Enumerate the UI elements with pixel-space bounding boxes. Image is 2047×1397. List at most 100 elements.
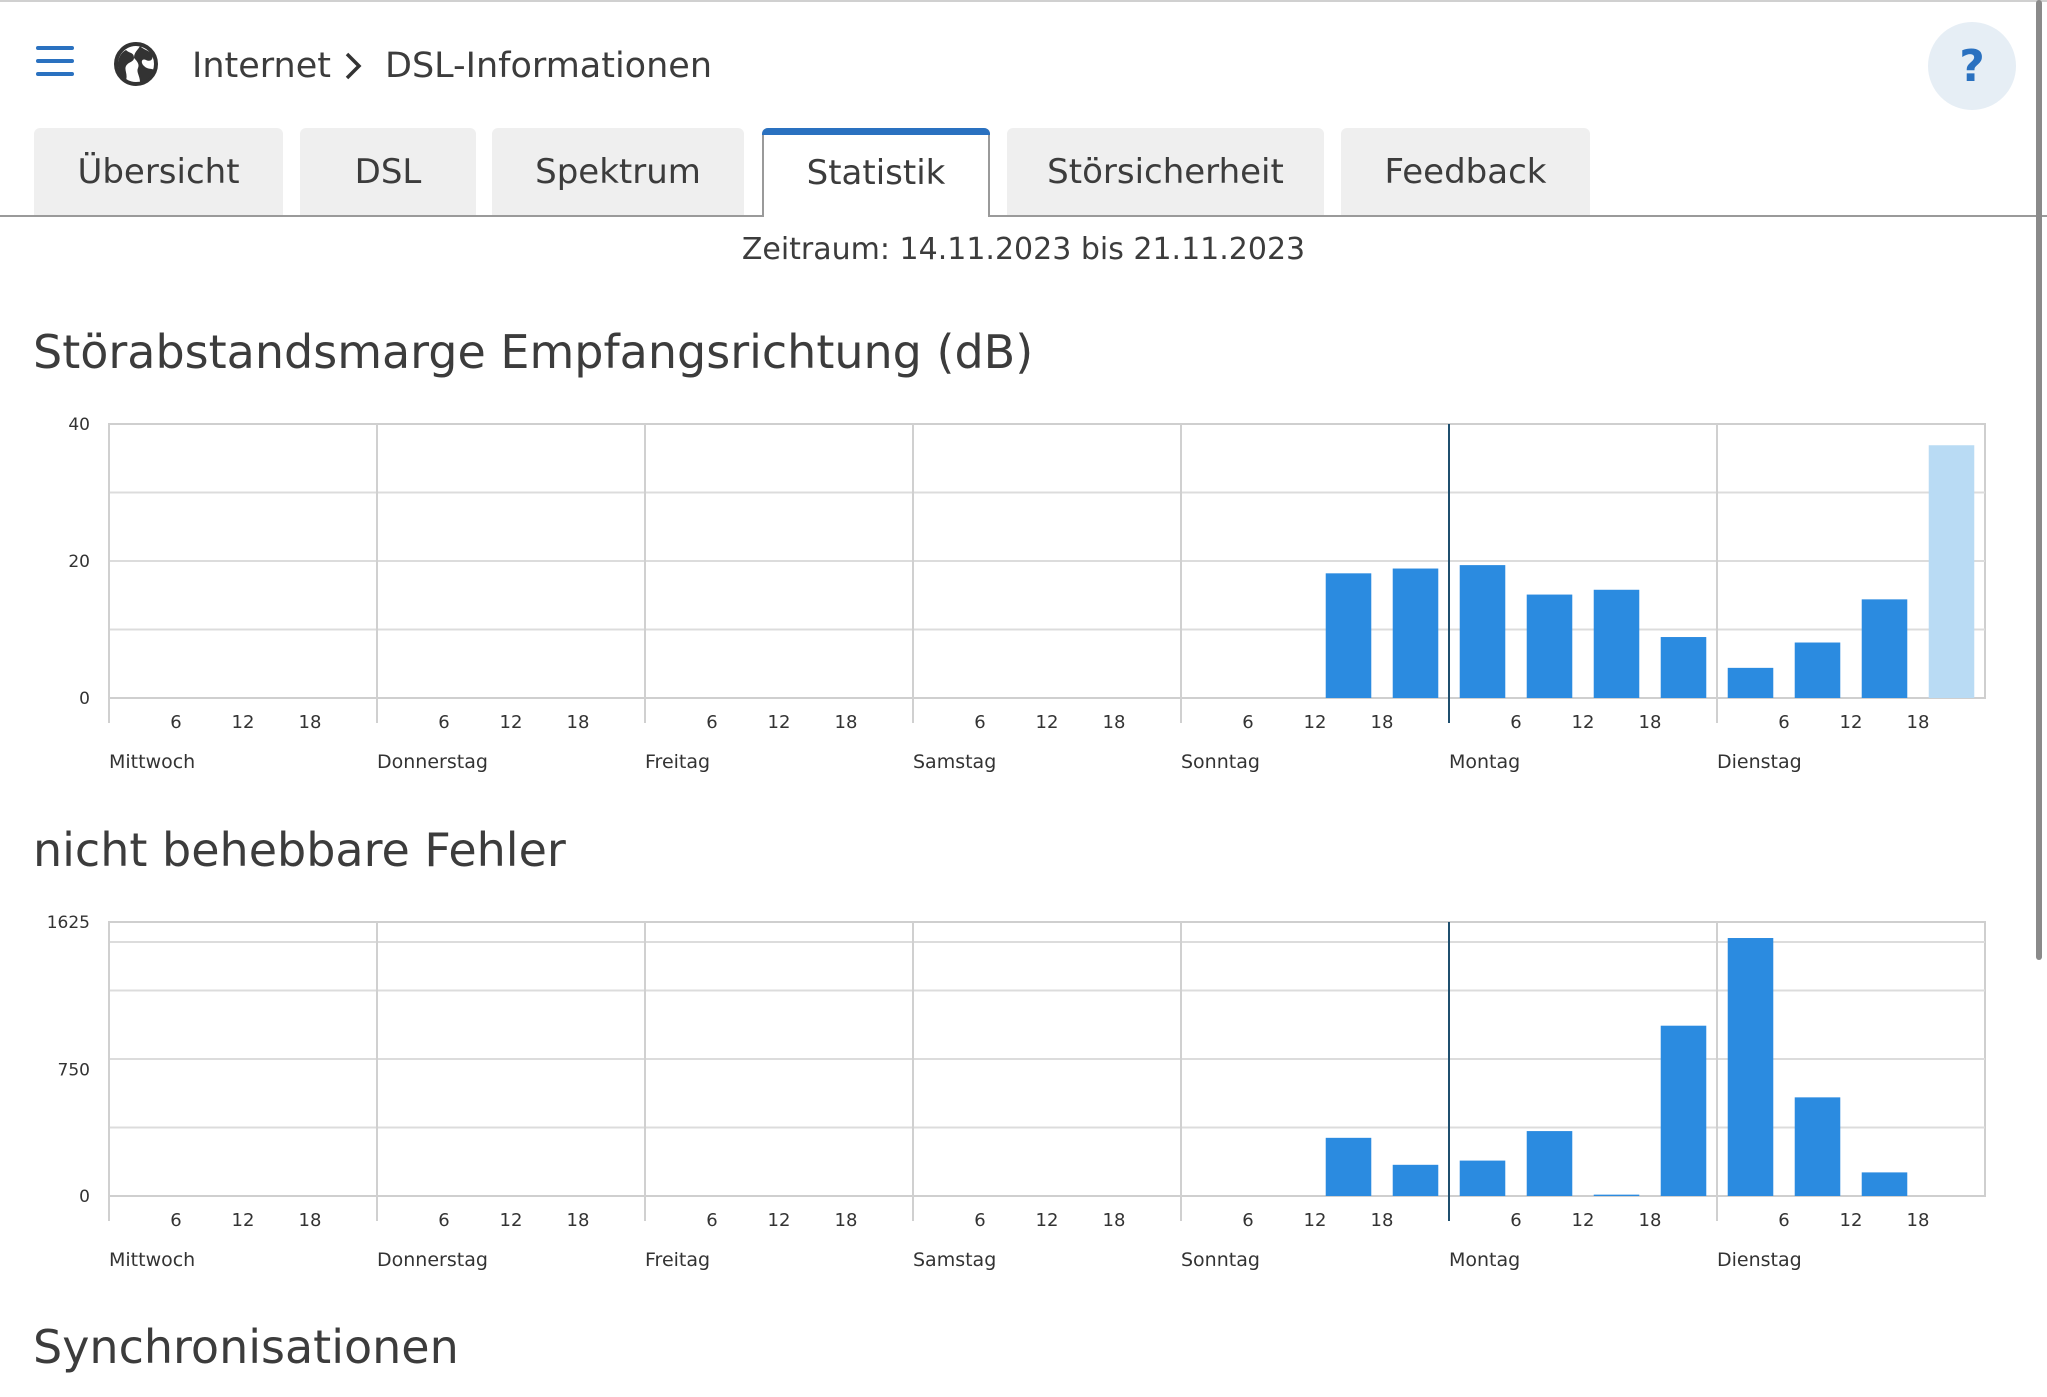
x-tick-label: 12 — [1304, 1210, 1327, 1231]
x-tick-label: 12 — [1840, 1210, 1863, 1231]
chevron-right-icon — [345, 52, 362, 80]
page-header: Internet DSL-Informationen ? — [0, 0, 2047, 125]
sync-section-title: Synchronisationen — [33, 1320, 459, 1374]
x-tick-label: 6 — [1242, 1210, 1253, 1231]
day-label: Montag — [1449, 751, 1520, 773]
snr-chart-title: Störabstandsmarge Empfangsrichtung (dB) — [33, 325, 1034, 379]
day-label: Freitag — [645, 751, 710, 773]
data-bar — [1392, 1164, 1439, 1196]
x-tick-label: 6 — [1778, 712, 1789, 733]
x-tick-label: 18 — [1103, 712, 1126, 733]
x-tick-label: 18 — [299, 712, 322, 733]
tab-feedback[interactable]: Feedback — [1341, 128, 1590, 215]
day-label: Donnerstag — [377, 751, 488, 773]
x-tick-label: 12 — [1304, 712, 1327, 733]
data-bar — [1727, 667, 1774, 698]
x-tick-label: 6 — [974, 1210, 985, 1231]
x-tick-label: 6 — [438, 1210, 449, 1231]
data-bar — [1392, 568, 1439, 698]
y-tick-label: 750 — [58, 1061, 90, 1081]
data-bar — [1593, 1194, 1640, 1196]
x-tick-label: 12 — [1036, 1210, 1059, 1231]
tab-spektrum[interactable]: Spektrum — [492, 128, 744, 215]
x-tick-label: 6 — [1510, 712, 1521, 733]
help-button[interactable]: ? — [1928, 22, 2016, 110]
x-tick-label: 18 — [299, 1210, 322, 1231]
tab-stoersicherheit[interactable]: Störsicherheit — [1007, 128, 1324, 215]
breadcrumb-internet[interactable]: Internet — [192, 46, 331, 86]
x-tick-label: 18 — [1371, 1210, 1394, 1231]
x-tick-label: 12 — [1036, 712, 1059, 733]
data-bar — [1861, 1172, 1908, 1196]
x-tick-label: 6 — [170, 1210, 181, 1231]
x-tick-label: 6 — [706, 712, 717, 733]
top-border — [0, 0, 2047, 2]
y-tick-label: 40 — [68, 415, 90, 435]
scrollbar[interactable] — [2036, 0, 2042, 960]
data-bar — [1593, 589, 1640, 698]
day-label: Mittwoch — [109, 751, 195, 773]
day-label: Montag — [1449, 1249, 1520, 1271]
day-label: Dienstag — [1717, 1249, 1802, 1271]
hamburger-menu-icon[interactable] — [36, 44, 74, 78]
tab-bar: Übersicht DSL Spektrum Statistik Störsic… — [0, 128, 2047, 217]
snr-chart: 40 20 0 6 12 18 Mittwoch 6 12 18 Donnerstag 6 12 18 Fr… — [68, 415, 1986, 773]
x-tick-label: 18 — [1907, 712, 1930, 733]
x-tick-label: 12 — [232, 712, 255, 733]
data-bar — [1526, 594, 1573, 698]
data-bar — [1459, 1160, 1506, 1196]
day-label: Samstag — [913, 1249, 996, 1271]
x-tick-label: 18 — [1639, 712, 1662, 733]
tab-uebersicht[interactable]: Übersicht — [34, 128, 283, 215]
x-tick-label: 12 — [500, 1210, 523, 1231]
data-bar — [1660, 1025, 1707, 1196]
x-tick-label: 18 — [835, 712, 858, 733]
data-bar — [1727, 938, 1774, 1196]
y-tick-label: 0 — [79, 1187, 90, 1207]
x-tick-label: 6 — [438, 712, 449, 733]
y-tick-label: 20 — [68, 552, 90, 572]
x-tick-label: 6 — [1510, 1210, 1521, 1231]
period-label: Zeitraum: 14.11.2023 bis 21.11.2023 — [741, 232, 1306, 267]
x-tick-label: 12 — [768, 712, 791, 733]
data-bar — [1861, 599, 1908, 698]
day-label: Samstag — [913, 751, 996, 773]
day-label: Donnerstag — [377, 1249, 488, 1271]
x-tick-label: 6 — [974, 712, 985, 733]
x-tick-label: 12 — [1840, 712, 1863, 733]
x-tick-label: 12 — [500, 712, 523, 733]
x-tick-label: 6 — [170, 712, 181, 733]
errors-chart: 1625 750 0 6 12 18 Mittwoch 6 12 18 Donnerstag 6 12 1… — [47, 913, 1986, 1271]
data-bar — [1526, 1131, 1573, 1196]
x-tick-label: 6 — [1778, 1210, 1789, 1231]
tab-statistik[interactable]: Statistik — [762, 128, 990, 217]
x-tick-label: 18 — [1639, 1210, 1662, 1231]
x-tick-label: 12 — [768, 1210, 791, 1231]
x-tick-label: 12 — [1572, 712, 1595, 733]
tab-dsl[interactable]: DSL — [300, 128, 476, 215]
day-label: Mittwoch — [109, 1249, 195, 1271]
day-label: Freitag — [645, 1249, 710, 1271]
x-tick-label: 18 — [567, 712, 590, 733]
errors-chart-title: nicht behebbare Fehler — [33, 823, 566, 877]
x-tick-label: 18 — [1103, 1210, 1126, 1231]
day-label: Sonntag — [1181, 751, 1260, 773]
x-tick-label: 12 — [232, 1210, 255, 1231]
x-tick-label: 6 — [706, 1210, 717, 1231]
data-bar — [1794, 642, 1841, 698]
data-bar — [1459, 565, 1506, 698]
tab-divider — [0, 215, 2047, 217]
x-tick-label: 12 — [1572, 1210, 1595, 1231]
x-tick-label: 18 — [1371, 712, 1394, 733]
x-tick-label: 18 — [567, 1210, 590, 1231]
x-tick-label: 6 — [1242, 712, 1253, 733]
data-bar — [1928, 445, 1975, 698]
data-bar — [1660, 637, 1707, 698]
x-tick-label: 18 — [835, 1210, 858, 1231]
data-bar — [1794, 1097, 1841, 1196]
x-tick-label: 18 — [1907, 1210, 1930, 1231]
data-bar — [1325, 1137, 1372, 1196]
day-label: Sonntag — [1181, 1249, 1260, 1271]
globe-icon — [114, 42, 158, 86]
y-tick-label: 0 — [79, 689, 90, 709]
